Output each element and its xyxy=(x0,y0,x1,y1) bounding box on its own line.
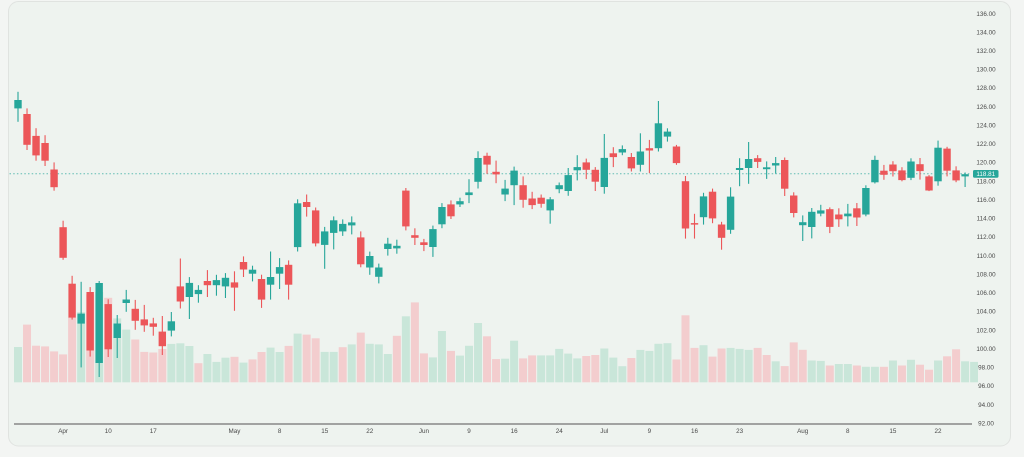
svg-text:128.00: 128.00 xyxy=(976,85,996,92)
svg-text:96.00: 96.00 xyxy=(978,383,994,390)
svg-text:110.00: 110.00 xyxy=(977,253,996,260)
svg-text:Apr: Apr xyxy=(58,428,68,435)
svg-text:8: 8 xyxy=(846,428,850,435)
svg-text:8: 8 xyxy=(278,428,282,435)
svg-text:10: 10 xyxy=(105,428,113,435)
svg-text:104.00: 104.00 xyxy=(976,309,996,316)
svg-text:Aug: Aug xyxy=(797,428,809,435)
svg-text:120.00: 120.00 xyxy=(976,160,996,167)
svg-text:92.00: 92.00 xyxy=(978,420,994,427)
svg-text:16: 16 xyxy=(511,428,519,435)
svg-text:118.00: 118.00 xyxy=(977,178,996,185)
svg-text:15: 15 xyxy=(321,428,329,435)
svg-text:124.00: 124.00 xyxy=(976,123,996,130)
svg-text:102.00: 102.00 xyxy=(976,327,996,334)
svg-text:132.00: 132.00 xyxy=(976,48,996,55)
svg-text:130.00: 130.00 xyxy=(976,67,996,74)
svg-text:100.00: 100.00 xyxy=(976,346,996,353)
svg-text:122.00: 122.00 xyxy=(976,141,996,148)
svg-text:114.00: 114.00 xyxy=(977,216,996,223)
svg-text:106.00: 106.00 xyxy=(976,290,996,297)
svg-text:22: 22 xyxy=(934,428,942,435)
svg-text:24: 24 xyxy=(556,428,564,435)
svg-text:22: 22 xyxy=(366,428,374,435)
svg-text:15: 15 xyxy=(889,428,897,435)
svg-text:17: 17 xyxy=(150,428,158,435)
svg-text:136.00: 136.00 xyxy=(976,11,996,18)
svg-text:Jul: Jul xyxy=(600,428,608,435)
svg-text:23: 23 xyxy=(736,428,744,435)
svg-text:118.81: 118.81 xyxy=(976,171,995,178)
svg-text:112.00: 112.00 xyxy=(977,234,996,241)
svg-text:May: May xyxy=(229,428,242,435)
svg-text:134.00: 134.00 xyxy=(976,29,996,36)
svg-text:16: 16 xyxy=(691,428,699,435)
svg-text:9: 9 xyxy=(467,428,471,435)
svg-text:94.00: 94.00 xyxy=(978,402,994,409)
svg-text:Jun: Jun xyxy=(419,428,430,435)
svg-text:116.00: 116.00 xyxy=(977,197,996,204)
svg-text:126.00: 126.00 xyxy=(976,104,996,111)
svg-text:108.00: 108.00 xyxy=(976,271,996,278)
svg-text:98.00: 98.00 xyxy=(978,365,994,372)
svg-text:9: 9 xyxy=(648,428,652,435)
